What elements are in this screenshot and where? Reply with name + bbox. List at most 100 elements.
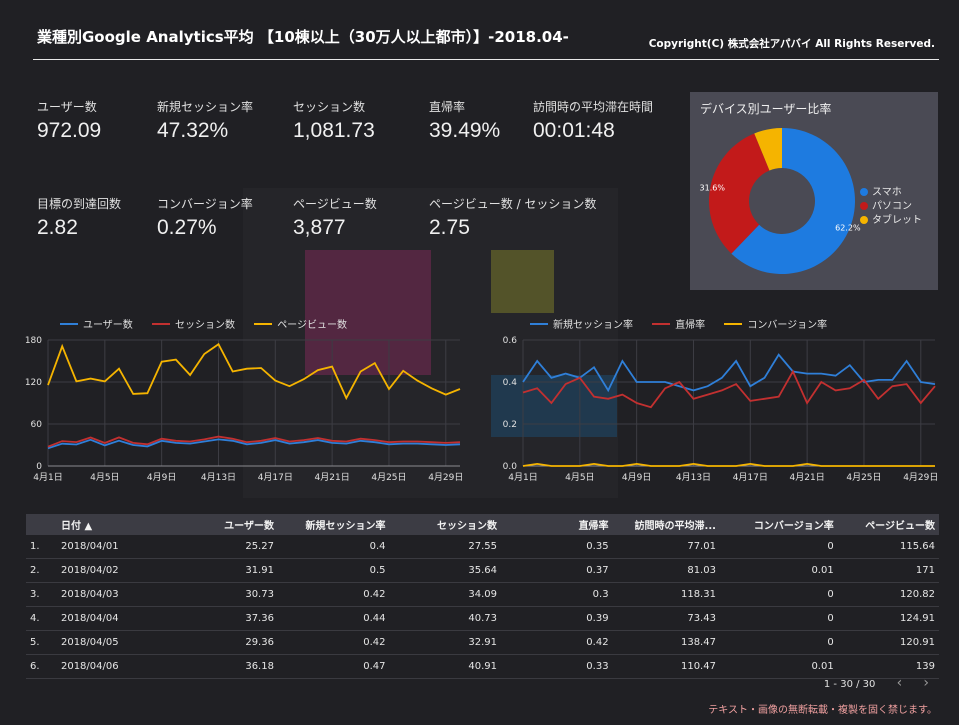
table-cell: 2018/04/02 bbox=[56, 558, 188, 583]
legend-label: セッション数 bbox=[175, 320, 235, 331]
col-header-bounce-rate[interactable]: 直帰率 bbox=[578, 521, 609, 532]
table-cell: 0 bbox=[719, 630, 838, 655]
legend-swatch bbox=[860, 216, 868, 224]
kpi-sessions: セッション数 1,081.73 bbox=[293, 98, 375, 143]
x-tick-label: 4月17日 bbox=[733, 472, 768, 483]
legend-item-tablet: タブレット bbox=[860, 211, 922, 226]
legend-label: 直帰率 bbox=[675, 320, 706, 331]
table-row[interactable]: 5. 2018/04/05 29.36 0.42 32.91 0.42 138.47 0 120… bbox=[26, 630, 939, 655]
series-line bbox=[47, 435, 461, 448]
table-cell: 0.3 bbox=[501, 582, 613, 607]
daily-data-table: 日付 ▲ ユーザー数 新規セッション率 セッション数 直帰率 訪問時の平均滞..… bbox=[26, 514, 939, 679]
kpi-value: 972.09 bbox=[37, 119, 102, 142]
x-tick-label: 4月21日 bbox=[790, 472, 825, 483]
table-cell: 0.01 bbox=[719, 558, 838, 583]
table-cell: 120.91 bbox=[837, 630, 939, 655]
watermark-shape-pink bbox=[305, 250, 431, 375]
kpi-value: 2.75 bbox=[429, 216, 470, 239]
table-cell: 0.35 bbox=[501, 535, 613, 559]
table-row[interactable]: 4. 2018/04/04 37.36 0.44 40.73 0.39 73.43 0 124.… bbox=[26, 606, 939, 631]
left-line-chart: 0 60 120 180 4月1日 4月5日 4月9日 4月13日 4月17日 4月21日 4月25… bbox=[25, 336, 464, 483]
table-body: 1. 2018/04/01 25.27 0.4 27.55 0.35 77.01 0 115.6… bbox=[26, 535, 939, 679]
table-cell: 2018/04/03 bbox=[56, 582, 188, 607]
kpi-pages-per-session: ページビュー数 / セッション数 2.75 bbox=[429, 195, 596, 240]
table-cell: 110.47 bbox=[612, 654, 720, 679]
col-header-avg-duration[interactable]: 訪問時の平均滞... bbox=[634, 521, 716, 532]
table-row[interactable]: 6. 2018/04/06 36.18 0.47 40.91 0.33 110.47 0.01… bbox=[26, 654, 939, 679]
col-header-new-session-rate[interactable]: 新規セッション率 bbox=[305, 521, 386, 532]
table-cell: 138.47 bbox=[612, 630, 720, 655]
right-line-chart: 0.0 0.2 0.4 0.6 4月1日 4月5日 4月9日 4月13日 4月17日 4月21日 4… bbox=[503, 336, 939, 483]
kpi-value: 3,877 bbox=[293, 216, 346, 239]
kpi-label: ユーザー数 bbox=[37, 100, 97, 114]
y-tick-label: 0 bbox=[36, 462, 42, 472]
y-tick-label: 0.0 bbox=[503, 462, 518, 472]
chevron-right-icon[interactable]: › bbox=[923, 675, 929, 691]
table-cell: 40.73 bbox=[389, 606, 502, 631]
y-tick-label: 0.2 bbox=[503, 420, 517, 430]
legend-line bbox=[60, 323, 78, 325]
table-cell: 77.01 bbox=[612, 535, 720, 559]
kpi-users: ユーザー数 972.09 bbox=[37, 98, 101, 143]
table-cell: 34.09 bbox=[389, 582, 502, 607]
table-cell: 35.64 bbox=[389, 558, 502, 583]
series-line bbox=[47, 342, 461, 401]
table-cell: 27.55 bbox=[389, 535, 502, 559]
table-cell: 81.03 bbox=[612, 558, 720, 583]
row-index: 5. bbox=[26, 630, 57, 655]
kpi-label: 訪問時の平均滞在時間 bbox=[533, 100, 654, 114]
col-header-conversion-rate[interactable]: コンバージョン率 bbox=[753, 521, 834, 532]
table-cell: 0.5 bbox=[277, 558, 390, 583]
col-header-date[interactable]: 日付 ▲ bbox=[60, 521, 93, 532]
series-line bbox=[47, 438, 461, 450]
table-row[interactable]: 3. 2018/04/03 30.73 0.42 34.09 0.3 118.31 0 120.… bbox=[26, 582, 939, 607]
legend-line bbox=[254, 323, 273, 325]
x-tick-label: 4月9日 bbox=[147, 472, 176, 483]
table-cell: 0.42 bbox=[277, 582, 390, 607]
table-cell: 139 bbox=[837, 654, 939, 679]
col-header-users[interactable]: ユーザー数 bbox=[224, 521, 274, 532]
table-row[interactable]: 2. 2018/04/02 31.91 0.5 35.64 0.37 81.03 0.01 17… bbox=[26, 558, 939, 583]
table-cell: 32.91 bbox=[389, 630, 502, 655]
table-cell: 0.42 bbox=[501, 630, 613, 655]
legend-item-new-session-rate: 新規セッション率 bbox=[530, 316, 633, 331]
donut-slice-label: 62.2% bbox=[835, 224, 861, 233]
kpi-value: 39.49% bbox=[429, 119, 501, 142]
legend-line bbox=[152, 323, 170, 325]
table-row[interactable]: 1. 2018/04/01 25.27 0.4 27.55 0.35 77.01 0 115.6… bbox=[26, 535, 939, 559]
legend-line bbox=[530, 323, 548, 325]
table-cell: 0.33 bbox=[501, 654, 613, 679]
legend-label: タブレット bbox=[872, 215, 922, 226]
kpi-goal-completions: 目標の到達回数 2.82 bbox=[37, 195, 121, 240]
x-tick-label: 4月1日 bbox=[508, 472, 537, 483]
col-header-sessions[interactable]: セッション数 bbox=[437, 521, 498, 532]
legend-label: ページビュー数 bbox=[277, 320, 347, 331]
legend-label: コンバージョン率 bbox=[747, 320, 828, 331]
kpi-label: 直帰率 bbox=[429, 100, 466, 114]
row-index: 2. bbox=[26, 558, 57, 583]
table-cell: 171 bbox=[837, 558, 939, 583]
legend-item-sessions: セッション数 bbox=[152, 316, 235, 331]
table-cell: 118.31 bbox=[612, 582, 720, 607]
legend-label: 新規セッション率 bbox=[553, 320, 633, 331]
x-tick-label: 4月5日 bbox=[565, 472, 594, 483]
kpi-avg-duration: 訪問時の平均滞在時間 00:01:48 bbox=[533, 98, 653, 143]
table-cell: 0.37 bbox=[501, 558, 613, 583]
table-header-row: 日付 ▲ ユーザー数 新規セッション率 セッション数 直帰率 訪問時の平均滞..… bbox=[26, 514, 939, 535]
kpi-value: 47.32% bbox=[157, 119, 229, 142]
kpi-bounce-rate: 直帰率 39.49% bbox=[429, 98, 500, 143]
series-line bbox=[522, 369, 936, 409]
legend-swatch bbox=[860, 188, 868, 196]
legend-item-conversion-rate: コンバージョン率 bbox=[724, 316, 827, 331]
table-cell: 2018/04/04 bbox=[56, 606, 188, 631]
chevron-left-icon[interactable]: ‹ bbox=[896, 675, 903, 691]
kpi-new-session-rate: 新規セッション率 47.32% bbox=[157, 98, 253, 143]
y-tick-label: 0.4 bbox=[503, 378, 518, 388]
kpi-label: コンバージョン率 bbox=[157, 197, 253, 211]
col-header-pageviews[interactable]: ページビュー数 bbox=[865, 521, 935, 532]
legend-item-users: ユーザー数 bbox=[60, 316, 133, 331]
table-cell: 124.91 bbox=[837, 606, 939, 631]
table-cell: 115.64 bbox=[837, 535, 939, 559]
device-panel-title: デバイス別ユーザー比率 bbox=[700, 102, 832, 116]
legend-item-bounce-rate: 直帰率 bbox=[652, 316, 705, 331]
